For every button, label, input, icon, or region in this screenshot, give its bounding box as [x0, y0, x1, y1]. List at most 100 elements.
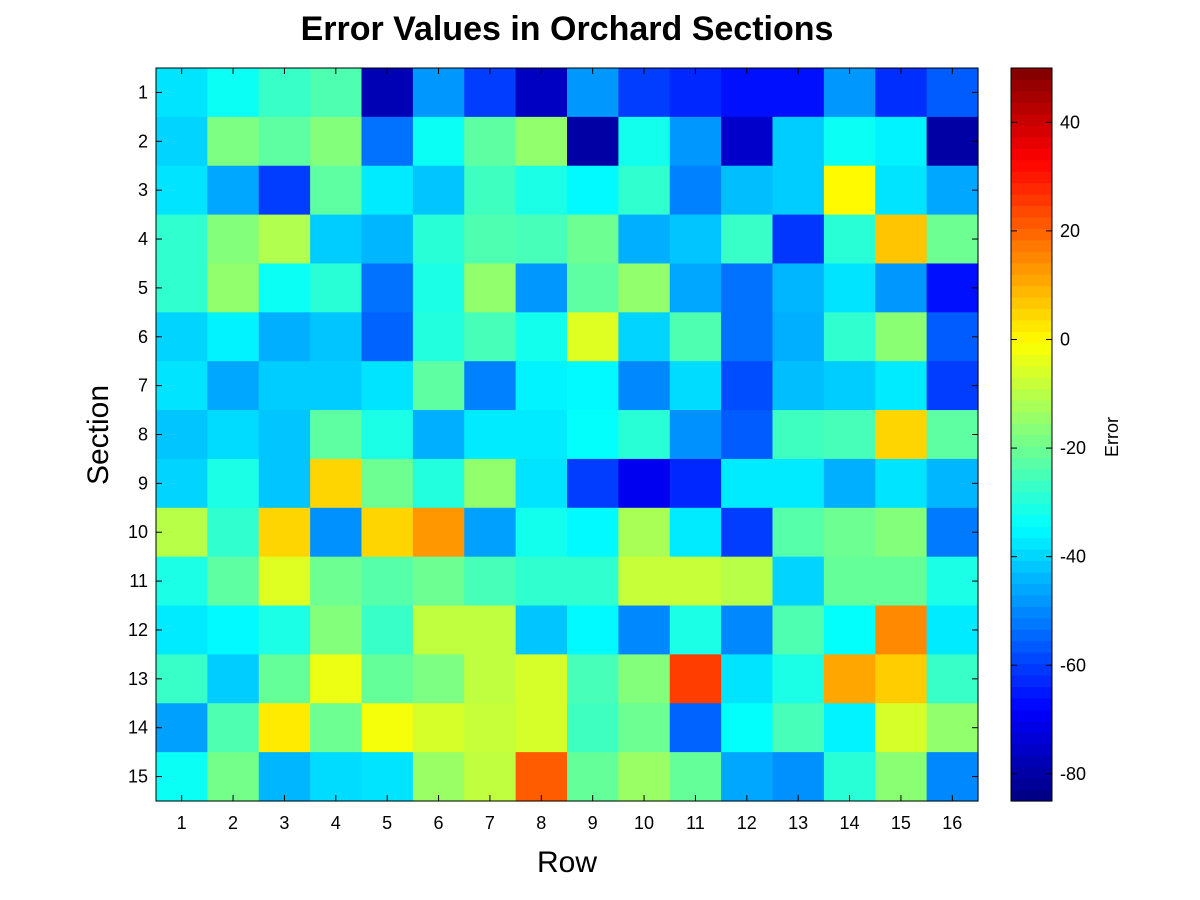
- heatmap-cell: [926, 263, 979, 313]
- heatmap-cell: [464, 410, 517, 460]
- heatmap-cell: [823, 703, 876, 753]
- heatmap-cell: [823, 556, 876, 607]
- colorbar-swatch: [1011, 778, 1052, 791]
- y-tick-label: 15: [128, 767, 148, 787]
- colorbar-swatch: [1011, 434, 1052, 447]
- heatmap-cell: [310, 361, 363, 411]
- heatmap-cell: [310, 263, 363, 313]
- heatmap-cell: [772, 263, 825, 313]
- heatmap-cell: [464, 116, 517, 167]
- colorbar-swatch: [1011, 182, 1052, 195]
- heatmap-cell: [412, 654, 465, 704]
- colorbar-tick-label: 0: [1060, 329, 1070, 349]
- heatmap-cell: [515, 116, 568, 167]
- heatmap-cell: [721, 752, 774, 802]
- y-tick-label: 11: [129, 571, 148, 591]
- colorbar-swatch: [1011, 537, 1052, 550]
- heatmap-cell: [721, 556, 774, 607]
- heatmap-cell: [567, 556, 619, 607]
- heatmap-cell: [669, 410, 722, 460]
- heatmap-cell: [156, 361, 208, 411]
- colorbar-swatch: [1011, 388, 1052, 401]
- x-tick-label: 16: [942, 813, 962, 833]
- heatmap-cell: [772, 116, 825, 167]
- heatmap-cell: [412, 703, 465, 753]
- heatmap-cell: [464, 263, 517, 313]
- heatmap-cell: [926, 116, 979, 167]
- heatmap-cell: [412, 556, 465, 607]
- heatmap-cell: [156, 165, 208, 216]
- heatmap-cell: [823, 165, 876, 216]
- heatmap-cell: [926, 410, 979, 460]
- heatmap-cell: [618, 556, 671, 607]
- heatmap-cell: [310, 556, 363, 607]
- heatmap-cell: [926, 312, 979, 362]
- heatmap-cell: [772, 361, 825, 411]
- heatmap-cell: [156, 312, 208, 362]
- heatmap-cell: [258, 361, 311, 411]
- heatmap-cell: [875, 605, 928, 655]
- heatmap-cell: [721, 263, 774, 313]
- heatmap-cell: [567, 361, 619, 411]
- heatmap-cell: [567, 703, 619, 753]
- heatmap-cell: [258, 654, 311, 704]
- heatmap-cell: [464, 214, 517, 265]
- heatmap-cell: [412, 752, 465, 802]
- heatmap-cell: [310, 507, 363, 558]
- heatmap-cell: [567, 312, 619, 362]
- heatmap-cell: [464, 507, 517, 558]
- colorbar-swatch: [1011, 709, 1052, 722]
- heatmap-cell: [618, 312, 671, 362]
- heatmap-cell: [926, 507, 979, 558]
- heatmap-cell: [515, 410, 568, 460]
- heatmap-cell: [669, 556, 722, 607]
- x-tick-label: 6: [434, 813, 444, 833]
- colorbar-swatch: [1011, 113, 1052, 126]
- heatmap-cell: [567, 752, 619, 802]
- colorbar-swatch: [1011, 789, 1052, 802]
- x-tick-label: 3: [279, 813, 289, 833]
- heatmap-cell: [926, 361, 979, 411]
- heatmap-cell: [258, 116, 311, 167]
- heatmap-cell: [618, 507, 671, 558]
- heatmap-cell: [772, 654, 825, 704]
- heatmap-cell: [258, 605, 311, 655]
- heatmap-cell: [926, 165, 979, 216]
- heatmap-cell: [310, 214, 363, 265]
- heatmap-cell: [772, 507, 825, 558]
- colorbar-swatch: [1011, 319, 1052, 333]
- heatmap-cell: [515, 605, 568, 655]
- heatmap-cell: [926, 458, 979, 509]
- heatmap-cell: [412, 116, 465, 167]
- heatmap-cell: [618, 458, 671, 509]
- heatmap-cell: [464, 556, 517, 607]
- heatmap-cell: [721, 703, 774, 753]
- y-tick-label: 4: [138, 229, 148, 249]
- colorbar-swatch: [1011, 377, 1052, 390]
- heatmap-cell: [258, 312, 311, 362]
- colorbar-swatch: [1011, 457, 1052, 470]
- heatmap-cell: [875, 263, 928, 313]
- heatmap-cell: [926, 752, 979, 802]
- heatmap-cell: [361, 312, 414, 362]
- colorbar-swatch: [1011, 68, 1052, 81]
- heatmap-cell: [207, 752, 260, 802]
- heatmap-cell: [310, 165, 363, 216]
- colorbar-swatch: [1011, 79, 1052, 92]
- heatmap-cell: [926, 68, 979, 118]
- heatmap-cell: [875, 654, 928, 704]
- heatmap-cell: [412, 68, 465, 118]
- y-tick-label: 12: [128, 620, 148, 640]
- heatmap-cell: [361, 165, 414, 216]
- heatmap-cell: [669, 312, 722, 362]
- colorbar-swatch: [1011, 365, 1052, 378]
- heatmap-cell: [926, 654, 979, 704]
- heatmap-cell: [361, 654, 414, 704]
- colorbar-swatch: [1011, 125, 1052, 138]
- colorbar-swatch: [1011, 423, 1052, 436]
- colorbar-swatch: [1011, 652, 1052, 665]
- heatmap-cell: [618, 361, 671, 411]
- heatmap-cell: [875, 507, 928, 558]
- y-tick-label: 8: [138, 425, 148, 445]
- heatmap-cell: [361, 410, 414, 460]
